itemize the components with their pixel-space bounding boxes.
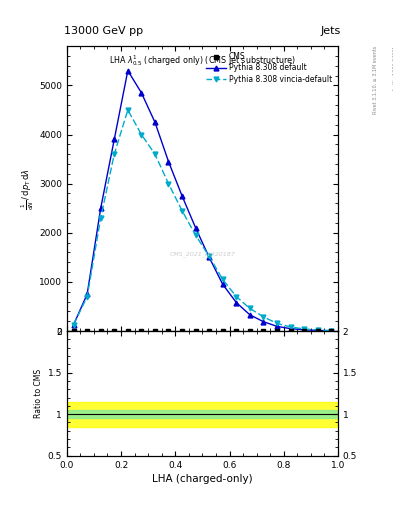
Y-axis label: Ratio to CMS: Ratio to CMS [35, 369, 43, 418]
X-axis label: LHA (charged-only): LHA (charged-only) [152, 474, 253, 484]
Text: 13000 GeV pp: 13000 GeV pp [64, 26, 143, 36]
Text: Rivet 3.1.10, ≥ 3.1M events: Rivet 3.1.10, ≥ 3.1M events [373, 46, 378, 114]
Text: [arXiv:1306.3436]: [arXiv:1306.3436] [392, 46, 393, 91]
Text: Jets: Jets [320, 26, 341, 36]
Text: LHA $\lambda^{1}_{0.5}$ (charged only) (CMS jet substructure): LHA $\lambda^{1}_{0.5}$ (charged only) (… [109, 53, 296, 68]
Y-axis label: $\frac{1}{\mathrm{d}N}\,/\,\mathrm{d}p_\mathrm{T}\,\mathrm{d}\lambda$: $\frac{1}{\mathrm{d}N}\,/\,\mathrm{d}p_\… [20, 167, 36, 209]
Text: CMS_2021_I1920187: CMS_2021_I1920187 [169, 251, 235, 257]
Legend: CMS, Pythia 8.308 default, Pythia 8.308 vincia-default: CMS, Pythia 8.308 default, Pythia 8.308 … [204, 50, 334, 86]
